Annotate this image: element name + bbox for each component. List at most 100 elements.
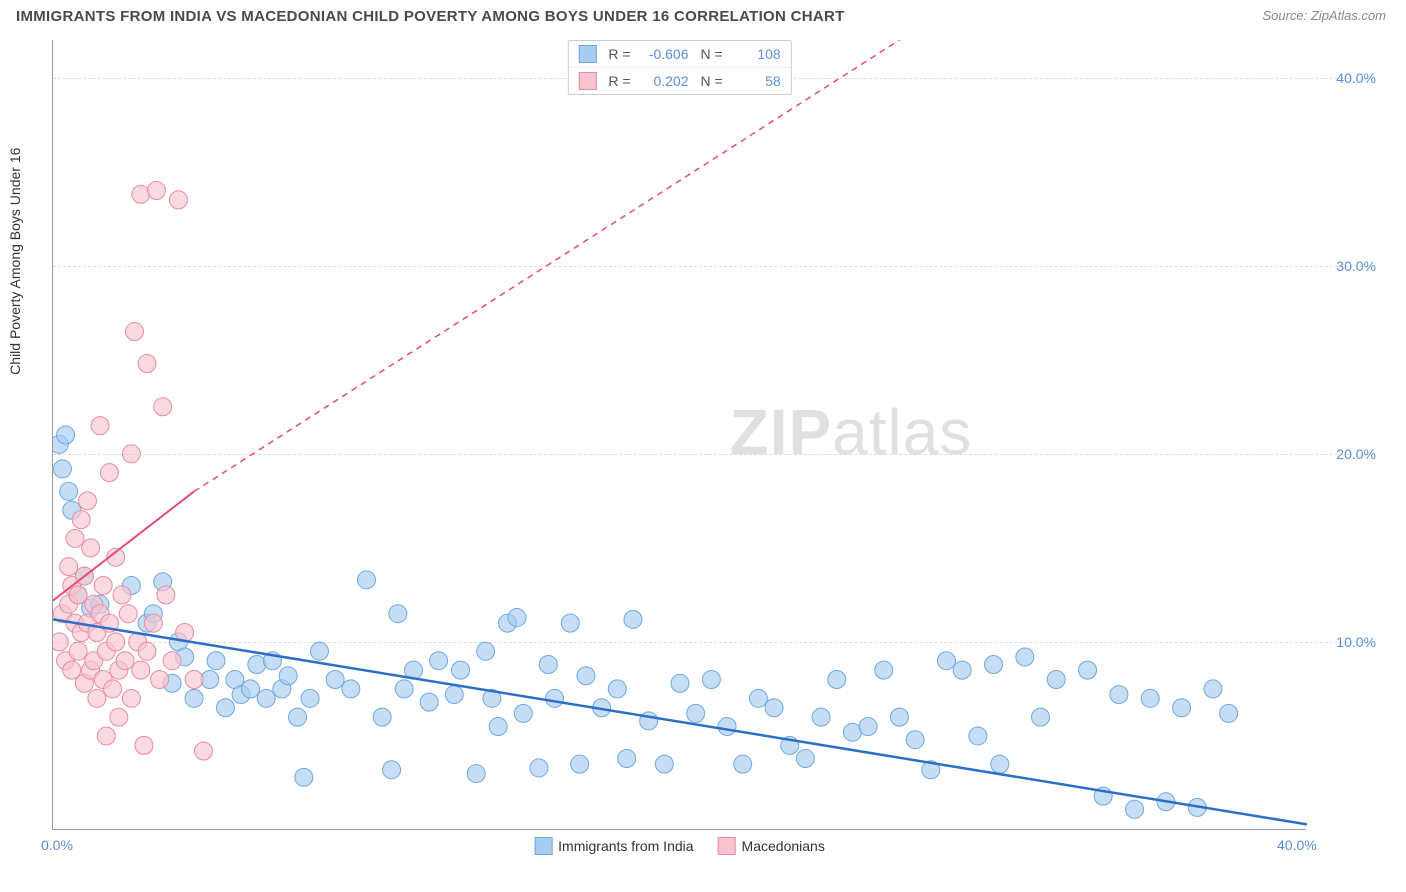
data-point <box>718 718 736 736</box>
data-point <box>445 686 463 704</box>
legend-swatch <box>534 837 552 855</box>
data-point <box>122 445 140 463</box>
data-point <box>828 671 846 689</box>
data-point <box>571 755 589 773</box>
data-point <box>342 680 360 698</box>
data-point <box>154 398 172 416</box>
data-point <box>530 759 548 777</box>
plot-area: Child Poverty Among Boys Under 16 10.0%2… <box>52 40 1306 830</box>
data-point <box>242 680 260 698</box>
data-point <box>53 460 71 478</box>
data-point <box>383 761 401 779</box>
data-point <box>326 671 344 689</box>
data-point <box>72 511 90 529</box>
data-point <box>969 727 987 745</box>
stat-n-value: 108 <box>731 46 781 62</box>
trend-line-projected <box>194 40 899 491</box>
y-tick-label: 30.0% <box>1336 258 1376 274</box>
stat-n-label: N = <box>701 46 723 62</box>
data-point <box>110 708 128 726</box>
x-tick-label: 40.0% <box>1277 837 1317 853</box>
stats-legend-row: R =0.202N =58 <box>568 68 790 94</box>
source-attribution: Source: ZipAtlas.com <box>1262 8 1386 23</box>
data-point <box>389 605 407 623</box>
data-point <box>452 661 470 679</box>
data-point <box>100 464 118 482</box>
data-point <box>113 586 131 604</box>
data-point <box>953 661 971 679</box>
data-point <box>655 755 673 773</box>
data-point <box>60 558 78 576</box>
data-point <box>295 768 313 786</box>
series-legend-label: Macedonians <box>742 838 825 854</box>
data-point <box>687 704 705 722</box>
data-point <box>489 718 507 736</box>
data-point <box>608 680 626 698</box>
data-point <box>257 689 275 707</box>
x-tick-label: 0.0% <box>41 837 73 853</box>
data-point <box>185 671 203 689</box>
data-point <box>132 661 150 679</box>
scatter-plot-svg <box>53 40 1307 830</box>
data-point <box>207 652 225 670</box>
data-point <box>508 608 526 626</box>
data-point <box>185 689 203 707</box>
data-point <box>107 633 125 651</box>
data-point <box>514 704 532 722</box>
data-point <box>539 655 557 673</box>
data-point <box>734 755 752 773</box>
data-point <box>1047 671 1065 689</box>
data-point <box>60 482 78 500</box>
series-legend: Immigrants from India Macedonians <box>534 837 825 855</box>
stats-legend-row: R = -0.606 N = 108 <box>568 41 790 68</box>
data-point <box>1126 800 1144 818</box>
data-point <box>991 755 1009 773</box>
data-point <box>82 539 100 557</box>
data-point <box>1016 648 1034 666</box>
data-point <box>194 742 212 760</box>
data-point <box>119 605 137 623</box>
data-point <box>66 529 84 547</box>
data-point <box>91 417 109 435</box>
data-point <box>147 181 165 199</box>
series-legend-label: Immigrants from India <box>558 838 693 854</box>
data-point <box>624 610 642 628</box>
data-point <box>57 426 75 444</box>
stat-r-value: -0.606 <box>639 46 689 62</box>
stat-n-value: 58 <box>731 73 781 89</box>
data-point <box>430 652 448 670</box>
data-point <box>126 323 144 341</box>
data-point <box>310 642 328 660</box>
y-tick-label: 20.0% <box>1336 446 1376 462</box>
trend-line <box>53 619 1307 824</box>
y-tick-label: 40.0% <box>1336 70 1376 86</box>
data-point <box>132 185 150 203</box>
data-point <box>1173 699 1191 717</box>
data-point <box>169 191 187 209</box>
data-point <box>618 750 636 768</box>
data-point <box>420 693 438 711</box>
data-point <box>373 708 391 726</box>
chart-title: IMMIGRANTS FROM INDIA VS MACEDONIAN CHIL… <box>16 8 845 25</box>
data-point <box>577 667 595 685</box>
data-point <box>749 689 767 707</box>
data-point <box>875 661 893 679</box>
data-point <box>157 586 175 604</box>
data-point <box>151 671 169 689</box>
data-point <box>301 689 319 707</box>
chart-container: Child Poverty Among Boys Under 16 10.0%2… <box>52 40 1382 830</box>
data-point <box>138 355 156 373</box>
data-point <box>279 667 297 685</box>
stat-r-label: R = <box>608 46 630 62</box>
stat-n-label: N = <box>701 73 723 89</box>
data-point <box>985 655 1003 673</box>
data-point <box>1110 686 1128 704</box>
series-legend-item: Macedonians <box>718 837 825 855</box>
data-point <box>477 642 495 660</box>
data-point <box>216 699 234 717</box>
data-point <box>104 680 122 698</box>
data-point <box>395 680 413 698</box>
data-point <box>702 671 720 689</box>
stat-r-label: R = <box>608 73 630 89</box>
legend-swatch <box>578 45 596 63</box>
